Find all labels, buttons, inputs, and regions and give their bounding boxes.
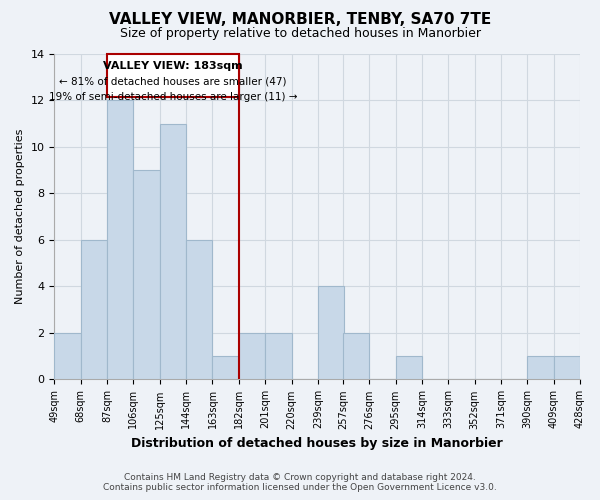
Bar	[527, 356, 554, 380]
Text: VALLEY VIEW, MANORBIER, TENBY, SA70 7TE: VALLEY VIEW, MANORBIER, TENBY, SA70 7TE	[109, 12, 491, 28]
Bar	[212, 356, 239, 380]
Bar	[554, 356, 580, 380]
Bar	[395, 356, 422, 380]
Bar	[186, 240, 212, 380]
Bar	[265, 333, 292, 380]
Bar	[55, 333, 81, 380]
Bar	[107, 100, 133, 380]
Text: ← 81% of detached houses are smaller (47): ← 81% of detached houses are smaller (47…	[59, 76, 287, 86]
Y-axis label: Number of detached properties: Number of detached properties	[15, 129, 25, 304]
Text: Size of property relative to detached houses in Manorbier: Size of property relative to detached ho…	[119, 28, 481, 40]
X-axis label: Distribution of detached houses by size in Manorbier: Distribution of detached houses by size …	[131, 437, 503, 450]
Bar	[133, 170, 160, 380]
Bar	[318, 286, 344, 380]
Text: VALLEY VIEW: 183sqm: VALLEY VIEW: 183sqm	[103, 61, 243, 71]
Bar	[239, 333, 265, 380]
Text: 19% of semi-detached houses are larger (11) →: 19% of semi-detached houses are larger (…	[49, 92, 297, 102]
Bar	[343, 333, 369, 380]
Text: Contains HM Land Registry data © Crown copyright and database right 2024.
Contai: Contains HM Land Registry data © Crown c…	[103, 473, 497, 492]
Bar	[160, 124, 186, 380]
FancyBboxPatch shape	[107, 54, 239, 97]
Bar	[81, 240, 107, 380]
